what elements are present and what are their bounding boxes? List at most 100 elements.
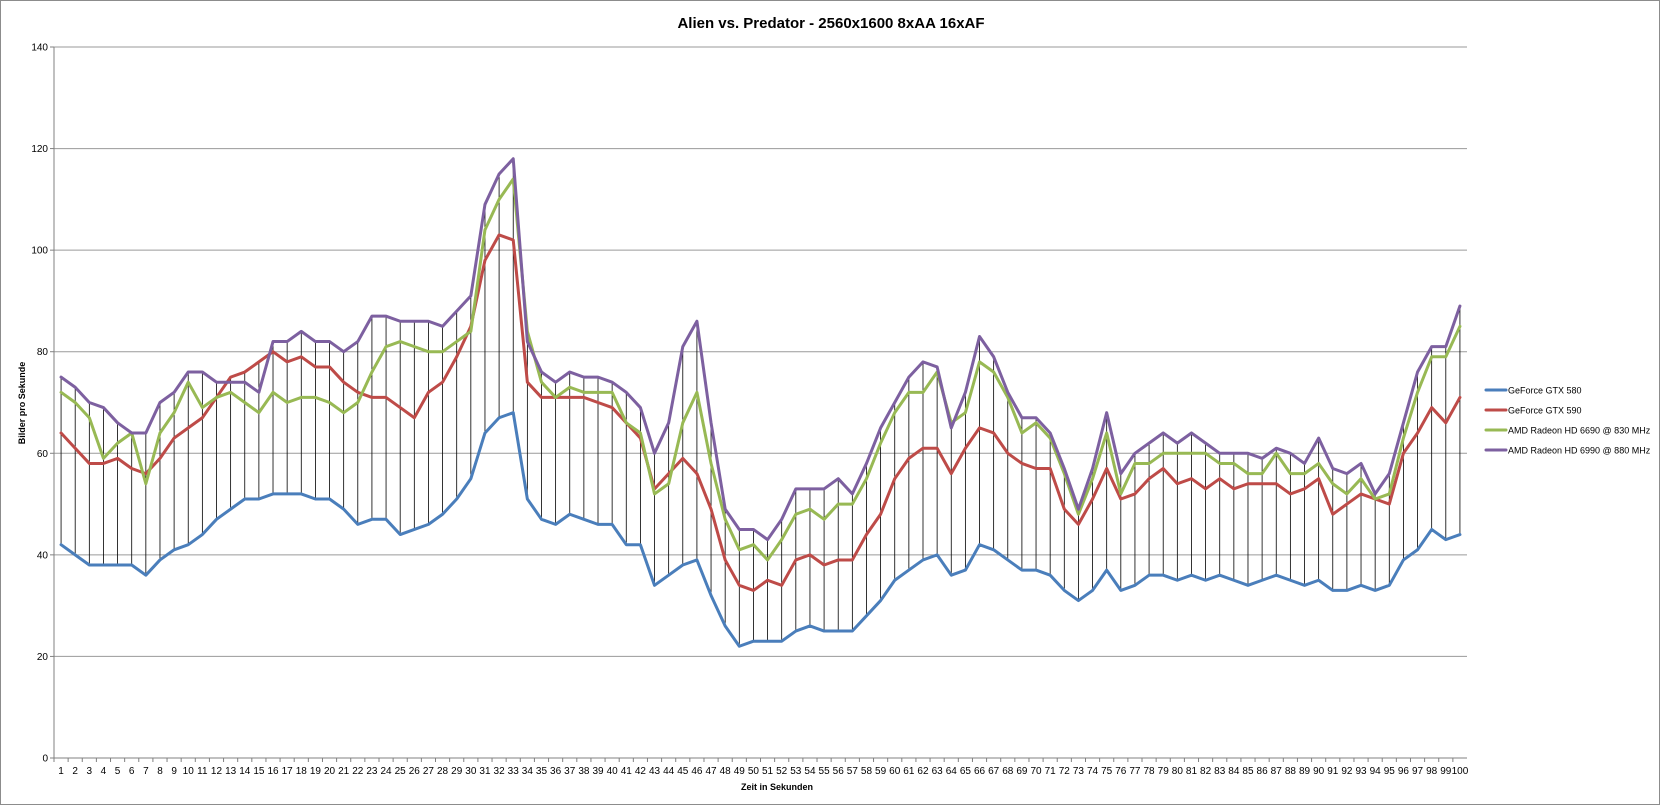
- x-tick-label: 9: [171, 766, 177, 777]
- x-tick-label: 58: [861, 766, 873, 777]
- x-tick-label: 67: [988, 766, 1000, 777]
- x-tick-label: 23: [366, 766, 378, 777]
- x-tick-label: 70: [1030, 766, 1042, 777]
- x-tick-label: 85: [1242, 766, 1254, 777]
- x-tick-label: 51: [762, 766, 774, 777]
- x-tick-label: 93: [1355, 766, 1367, 777]
- hi-lo-lines: [60, 158, 1461, 647]
- x-tick-label: 53: [790, 766, 802, 777]
- x-tick-label: 48: [720, 766, 732, 777]
- x-tick-label: 60: [889, 766, 901, 777]
- gridlines: [54, 46, 1467, 657]
- x-tick-label: 49: [734, 766, 746, 777]
- x-tick-label: 72: [1059, 766, 1071, 777]
- x-tick-label: 50: [748, 766, 760, 777]
- x-tick-label: 25: [395, 766, 407, 777]
- x-tick-label: 26: [409, 766, 421, 777]
- x-tick-label: 90: [1313, 766, 1325, 777]
- x-tick-label: 42: [635, 766, 647, 777]
- x-tick-label: 61: [903, 766, 915, 777]
- x-tick-label: 17: [282, 766, 294, 777]
- x-tick-label: 16: [267, 766, 279, 777]
- axes: [50, 46, 1467, 762]
- x-tick-label: 20: [324, 766, 336, 777]
- x-tick-label: 79: [1158, 766, 1170, 777]
- x-tick-label: 66: [974, 766, 986, 777]
- x-tick-label: 2: [72, 766, 78, 777]
- x-tick-label: 38: [578, 766, 590, 777]
- x-tick-label: 14: [239, 766, 251, 777]
- x-tick-label: 69: [1016, 766, 1028, 777]
- x-tick-label: 33: [508, 766, 520, 777]
- x-tick-label: 18: [296, 766, 308, 777]
- x-tick-label: 98: [1426, 766, 1438, 777]
- x-tick-label: 82: [1200, 766, 1212, 777]
- x-tick-label: 21: [338, 766, 350, 777]
- y-tick-labels: 0 20 40 60 80 100 120 140: [31, 43, 48, 765]
- series-line-4: [59, 157, 1462, 542]
- x-tick-label: 100: [1452, 766, 1469, 777]
- x-tick-label: 8: [157, 766, 163, 777]
- x-tick-label: 46: [691, 766, 703, 777]
- x-tick-label: 29: [451, 766, 463, 777]
- x-tick-label: 91: [1327, 766, 1339, 777]
- y-tick-label: 40: [37, 550, 49, 561]
- x-tick-label: 13: [225, 766, 237, 777]
- x-tick-label: 4: [101, 766, 107, 777]
- y-tick-label: 100: [31, 246, 48, 257]
- y-axis-title: Bilder pro Sekunde: [17, 362, 27, 445]
- y-tick-label: 0: [42, 754, 48, 765]
- x-tick-label: 94: [1370, 766, 1382, 777]
- x-tick-label: 43: [649, 766, 661, 777]
- x-tick-label: 81: [1186, 766, 1198, 777]
- x-tick-label: 83: [1214, 766, 1226, 777]
- x-tick-label: 3: [87, 766, 93, 777]
- x-tick-label: 62: [917, 766, 929, 777]
- x-tick-label: 10: [183, 766, 195, 777]
- y-tick-label: 140: [31, 43, 48, 54]
- x-tick-label: 1: [58, 766, 64, 777]
- x-tick-label: 40: [607, 766, 619, 777]
- x-tick-label: 44: [663, 766, 675, 777]
- x-tick-label: 31: [479, 766, 491, 777]
- legend: GeForce GTX 580 GeForce GTX 590 AMD Radeon…: [1484, 386, 1651, 456]
- legend-label: AMD Radeon HD 6990 @ 880 MHz: [1508, 446, 1651, 456]
- x-tick-label: 39: [592, 766, 604, 777]
- x-tick-label: 99: [1440, 766, 1452, 777]
- x-tick-label: 96: [1398, 766, 1410, 777]
- y-tick-label: 80: [37, 347, 49, 358]
- series-line-1: [59, 411, 1462, 648]
- x-tick-label: 11: [197, 766, 208, 777]
- x-tick-label: 35: [536, 766, 548, 777]
- x-tick-label: 92: [1341, 766, 1353, 777]
- x-tick-labels: 1 2 3 4 5 6 7 8 9 10 11 12 13 14 15 16 17 18 19 20 21 22 23 24 2…: [58, 766, 1468, 777]
- x-tick-label: 88: [1285, 766, 1297, 777]
- x-tick-label: 97: [1412, 766, 1424, 777]
- x-tick-label: 89: [1299, 766, 1311, 777]
- x-tick-label: 7: [143, 766, 149, 777]
- y-tick-label: 60: [37, 449, 49, 460]
- x-tick-label: 37: [564, 766, 576, 777]
- x-tick-label: 78: [1144, 766, 1156, 777]
- x-tick-label: 47: [705, 766, 717, 777]
- x-tick-label: 32: [494, 766, 506, 777]
- x-tick-label: 84: [1228, 766, 1240, 777]
- x-tick-label: 45: [677, 766, 689, 777]
- x-tick-label: 27: [423, 766, 435, 777]
- legend-label: GeForce GTX 590: [1508, 406, 1582, 416]
- x-tick-label: 30: [465, 766, 477, 777]
- x-tick-label: 59: [875, 766, 887, 777]
- x-tick-label: 19: [310, 766, 322, 777]
- x-tick-label: 34: [522, 766, 534, 777]
- chart-title: Alien vs. Predator - 2560x1600 8xAA 16xA…: [677, 15, 984, 32]
- x-tick-label: 80: [1172, 766, 1184, 777]
- x-tick-label: 95: [1384, 766, 1396, 777]
- x-tick-label: 86: [1257, 766, 1269, 777]
- x-tick-label: 75: [1101, 766, 1113, 777]
- x-tick-label: 57: [847, 766, 859, 777]
- x-tick-label: 41: [621, 766, 633, 777]
- legend-label: AMD Radeon HD 6690 @ 830 MHz: [1508, 426, 1651, 436]
- x-tick-label: 36: [550, 766, 562, 777]
- x-tick-label: 65: [960, 766, 972, 777]
